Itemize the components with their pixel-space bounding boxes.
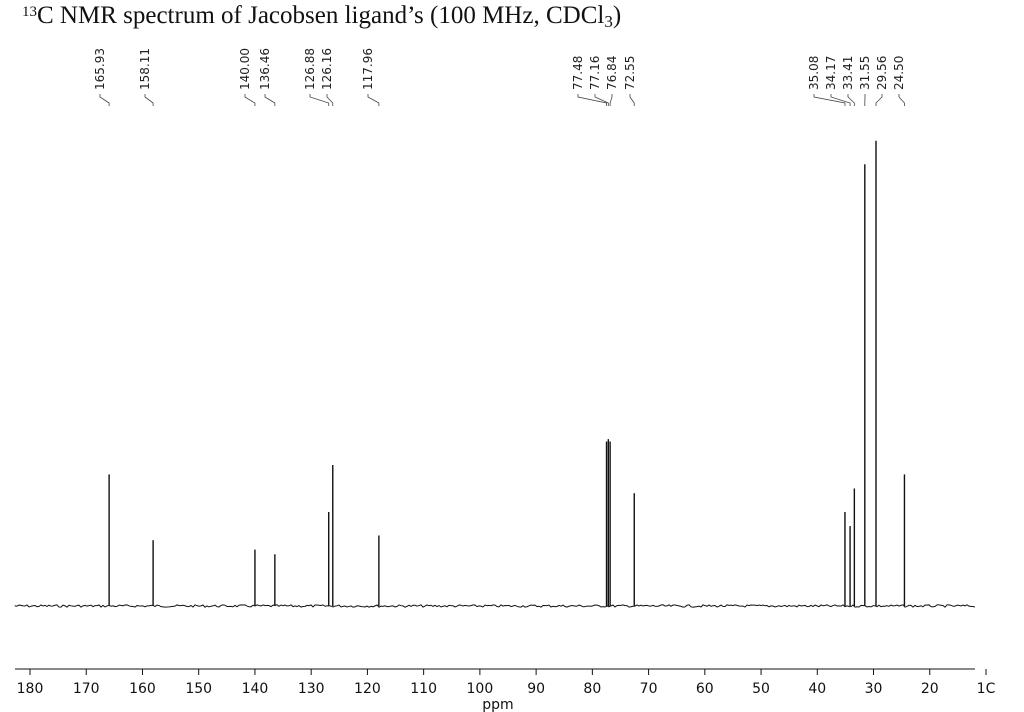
x-tick-label-110: 110 — [410, 681, 437, 697]
peak-connector-72.55 — [629, 94, 635, 106]
x-tick-label-50: 50 — [752, 681, 770, 697]
peak-connector-126.88 — [309, 94, 330, 106]
peak-label-29.56: 29.56 — [875, 56, 889, 90]
peak-label-35.08: 35.08 — [807, 56, 821, 90]
peak-connector-158.11 — [144, 94, 154, 106]
peak-label-72.55: 72.55 — [623, 56, 637, 90]
x-tick-label-40: 40 — [808, 681, 826, 697]
x-tick-label-90: 90 — [527, 681, 545, 697]
peak-label-31.55: 31.55 — [858, 56, 872, 90]
x-tick-label-140: 140 — [242, 681, 269, 697]
peak-label-77.16: 77.16 — [588, 56, 602, 90]
x-tick-label-180: 180 — [17, 681, 44, 697]
chart-title: 13C NMR spectrum of Jacobsen ligand’s (1… — [22, 2, 622, 31]
peak-connector-77.48 — [577, 94, 607, 106]
peak-label-117.96: 117.96 — [361, 48, 375, 90]
peak-connector-29.56 — [875, 94, 883, 106]
peak-label-158.11: 158.11 — [138, 48, 152, 90]
peak-connector-77.16 — [594, 94, 609, 106]
peak-label-126.88: 126.88 — [303, 48, 317, 90]
peak-label-77.48: 77.48 — [571, 56, 585, 90]
peak-label-140.00: 140.00 — [238, 48, 252, 90]
x-tick-label-150: 150 — [185, 681, 212, 697]
peak-label-24.50: 24.50 — [892, 56, 906, 90]
peak-label-165.93: 165.93 — [93, 48, 107, 90]
title-end: ) — [612, 2, 622, 29]
title-superscript: 13 — [22, 4, 37, 20]
x-tick-label-100: 100 — [467, 681, 494, 697]
x-tick-label-10: 1C — [977, 681, 996, 697]
x-axis-label: ppm — [482, 697, 513, 712]
peak-connector-140.00 — [244, 94, 256, 106]
x-ticks: 180 170 160 150 140 130 120 110 100 90 80 70 60 50 40 3… — [17, 669, 996, 697]
peak-connector-165.93 — [99, 94, 110, 106]
title-main: C NMR spectrum of Jacobsen ligand’s (100… — [37, 2, 605, 29]
peak-labels: 165.93 158.11 140.00 136.46 126.88 126.16 117.… — [93, 48, 906, 90]
x-tick-label-130: 130 — [298, 681, 325, 697]
x-tick-label-20: 20 — [921, 681, 939, 697]
peak-lines — [108, 140, 906, 606]
peak-label-33.41: 33.41 — [841, 56, 855, 90]
peak-connector-117.96 — [367, 94, 380, 106]
peak-label-136.46: 136.46 — [258, 48, 272, 90]
x-tick-label-30: 30 — [865, 681, 883, 697]
x-tick-label-60: 60 — [696, 681, 714, 697]
peak-label-126.16: 126.16 — [320, 48, 334, 90]
peak-connectors — [99, 94, 905, 106]
x-tick-label-160: 160 — [129, 681, 156, 697]
peak-connector-76.84 — [609, 94, 613, 106]
peak-label-34.17: 34.17 — [824, 56, 838, 90]
spectrum-trace — [14, 604, 976, 608]
x-tick-label-80: 80 — [583, 681, 601, 697]
peak-connector-33.41 — [847, 94, 855, 106]
x-tick-label-120: 120 — [354, 681, 381, 697]
peak-connector-24.50 — [898, 94, 905, 106]
peak-connector-35.08 — [813, 94, 846, 106]
x-tick-label-170: 170 — [73, 681, 100, 697]
peak-connector-126.16 — [326, 94, 334, 106]
peak-connector-136.46 — [264, 94, 276, 106]
x-tick-label-70: 70 — [640, 681, 658, 697]
peak-connector-34.17 — [830, 94, 851, 106]
title-subscript: 3 — [604, 12, 613, 31]
peak-label-76.84: 76.84 — [605, 56, 619, 90]
